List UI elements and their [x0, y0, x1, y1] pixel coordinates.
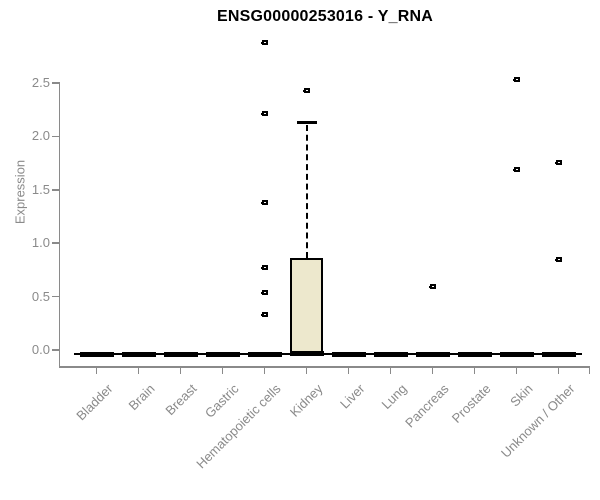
zero-box-bar: [121, 352, 156, 357]
outlier-point: [260, 39, 268, 45]
zero-box-bar: [373, 352, 408, 357]
y-tick: [51, 135, 59, 138]
zero-box-bar: [331, 352, 366, 357]
x-tick: [347, 367, 350, 374]
x-tick: [431, 367, 434, 374]
outlier-point: [260, 265, 268, 271]
outlier-point: [260, 111, 268, 117]
y-tick-label: 2.0: [31, 128, 50, 144]
y-tick-label: 2.5: [31, 75, 50, 90]
y-tick-label: 1.5: [31, 181, 50, 197]
y-tick: [51, 295, 59, 298]
outlier-point: [260, 200, 268, 206]
x-tick: [95, 367, 98, 374]
x-tick: [305, 367, 308, 374]
y-tick: [51, 349, 59, 351]
x-axis-end-tick: [588, 366, 590, 374]
x-tick: [221, 367, 224, 374]
zero-box-bar: [79, 352, 114, 357]
upper-whisker-cap: [296, 121, 317, 125]
zero-box-bar: [457, 352, 492, 357]
zero-box-bar: [247, 352, 282, 357]
x-tick: [263, 367, 266, 374]
x-tick: [137, 367, 140, 374]
y-tick: [51, 82, 59, 84]
y-tick-label: 1.0: [31, 235, 50, 251]
y-tick: [51, 189, 59, 191]
y-tick-label: 0.5: [31, 288, 50, 304]
x-tick: [557, 367, 560, 374]
zero-box-bar: [163, 352, 198, 357]
y-axis-line: [58, 82, 60, 368]
x-axis-line: [58, 366, 590, 368]
zero-box-bar: [415, 352, 450, 357]
zero-box-bar: [541, 352, 576, 357]
x-tick: [389, 367, 392, 374]
zero-box-bar: [499, 352, 534, 357]
x-tick: [473, 367, 476, 374]
y-tick-label: 0.0: [31, 342, 50, 357]
outlier-point: [512, 77, 520, 83]
outlier-point: [260, 312, 268, 318]
zero-box-bar: [205, 352, 240, 357]
outlier-point: [512, 167, 520, 172]
outlier-point: [554, 256, 562, 262]
outlier-point: [302, 87, 310, 93]
x-category-label: Unknown / Other: [497, 381, 578, 461]
x-tick: [515, 367, 518, 374]
outlier-point: [428, 284, 436, 290]
chart-title: ENSG00000253016 - Y_RNA: [217, 8, 433, 25]
outlier-point: [554, 159, 562, 165]
x-tick: [179, 367, 182, 374]
upper-whisker: [305, 124, 308, 258]
box: [290, 258, 323, 353]
outlier-point: [260, 289, 268, 295]
y-tick: [51, 242, 59, 244]
median-line: [289, 351, 324, 356]
